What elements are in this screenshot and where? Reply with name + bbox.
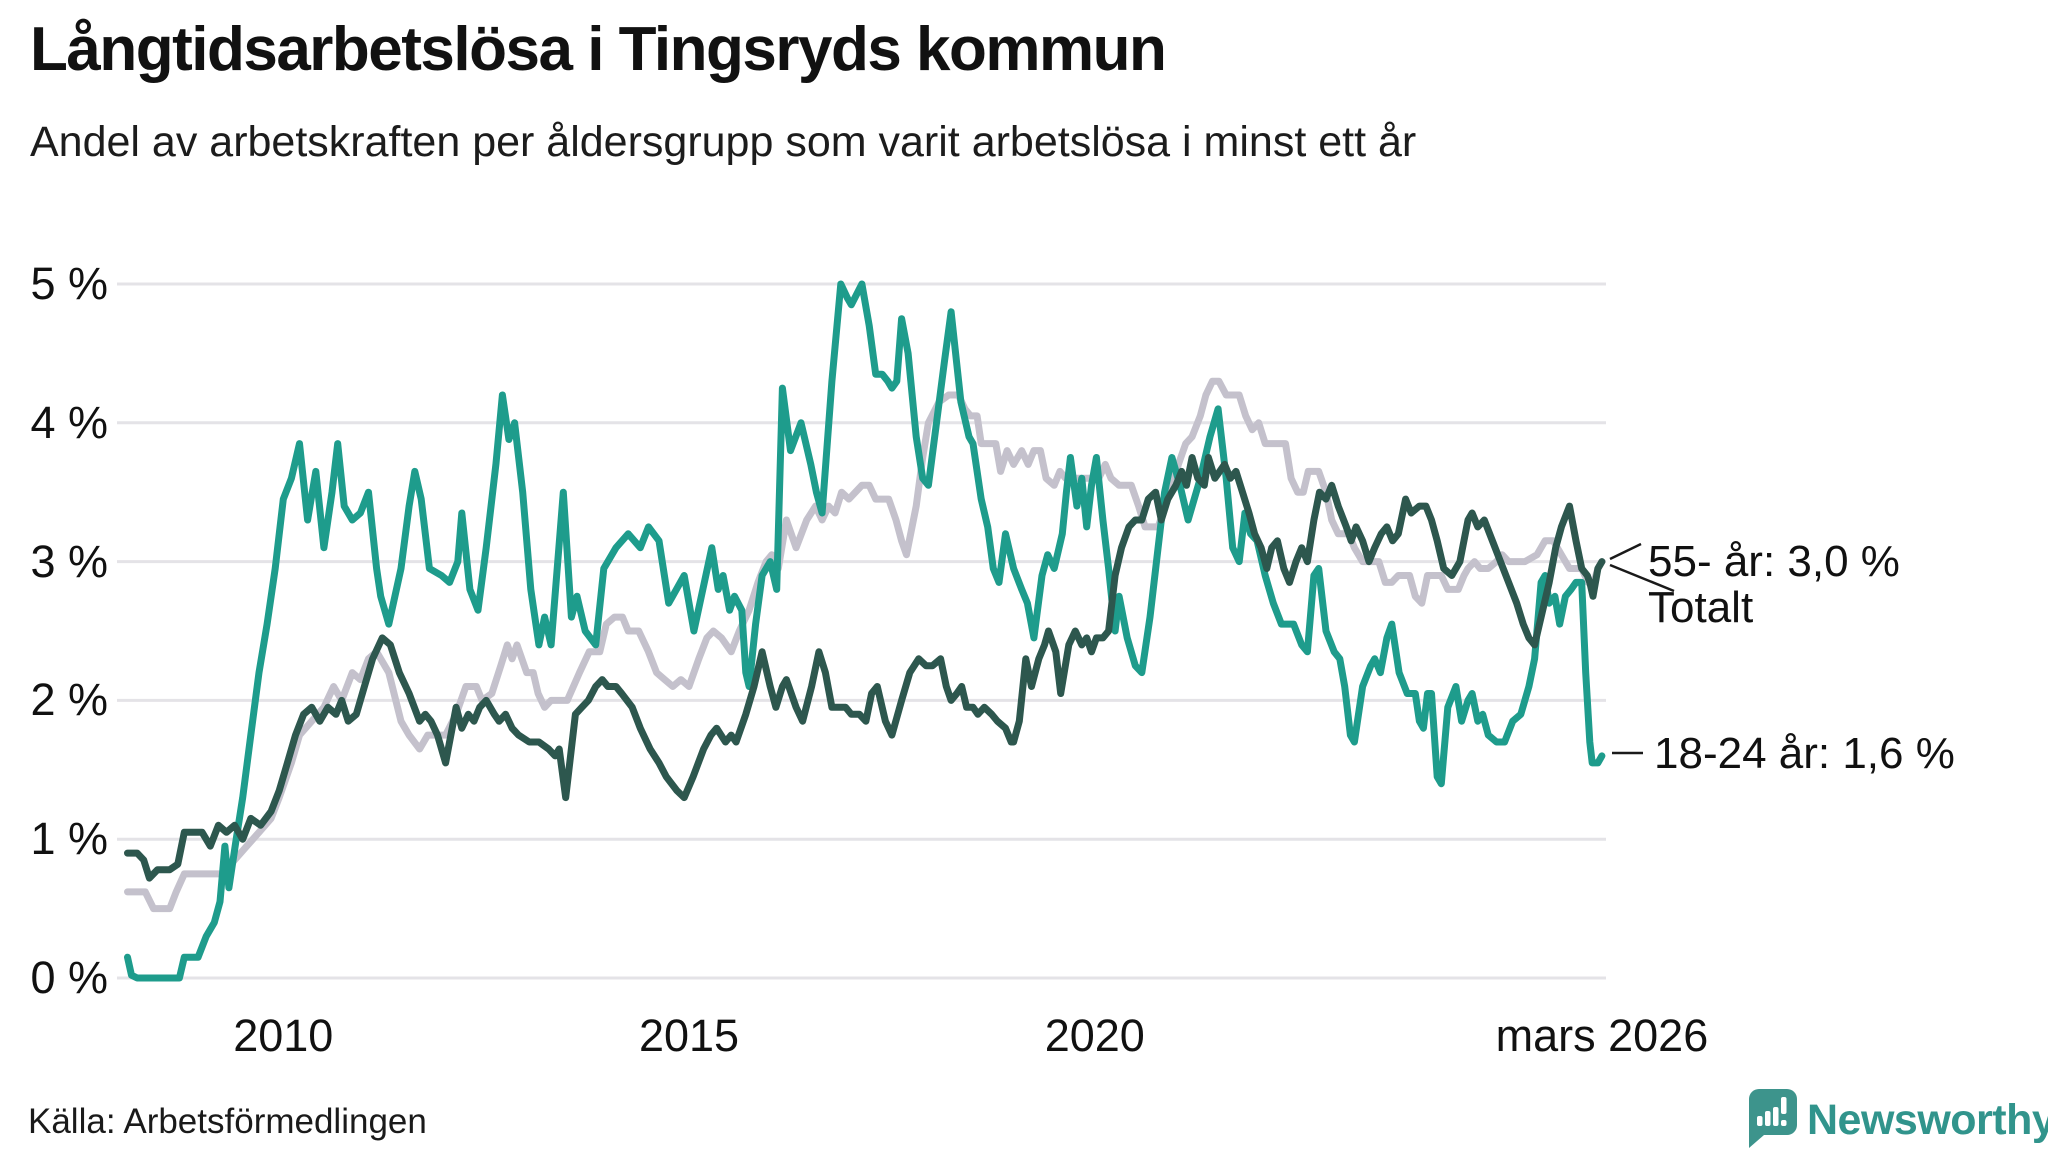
page-title: Långtidsarbetslösa i Tingsryds kommun bbox=[30, 15, 1167, 84]
newsworthy-logo-icon bbox=[1749, 1089, 1797, 1148]
y-axis-label: 1 % bbox=[30, 813, 108, 865]
series-line-55-r bbox=[124, 454, 1606, 882]
x-axis-label: 2010 bbox=[233, 1010, 334, 1061]
series-line-18-24-r bbox=[124, 280, 1606, 982]
x-axis-label: mars 2026 bbox=[1495, 1010, 1709, 1061]
x-axis-label: 2020 bbox=[1044, 1010, 1145, 1061]
y-axis-label: 5 % bbox=[30, 258, 108, 309]
gridlines bbox=[117, 282, 1606, 980]
annotation-18-24-ar: 18-24 år: 1,6 % bbox=[1654, 729, 1955, 778]
annotation-55-ar: 55- år: 3,0 % bbox=[1648, 537, 1900, 586]
connector-total-line bbox=[1609, 563, 1675, 593]
x-axis-label: 2015 bbox=[638, 1010, 740, 1061]
series-lines bbox=[124, 280, 1606, 982]
connector-55-line bbox=[1609, 542, 1642, 561]
annotation-connectors bbox=[1609, 542, 1675, 755]
newsworthy-wordmark: Newsworthy bbox=[1807, 1096, 2048, 1144]
bar-chart-glyph-icon bbox=[1757, 1097, 1787, 1126]
y-axis-label: 0 % bbox=[30, 952, 108, 1003]
annotation-totalt: Totalt bbox=[1648, 583, 1754, 632]
y-axis-label: 4 % bbox=[30, 396, 108, 448]
source-note: Källa: Arbetsförmedlingen bbox=[28, 1102, 427, 1141]
page-subtitle: Andel av arbetskraften per åldersgrupp s… bbox=[30, 118, 1417, 166]
y-axis-label: 3 % bbox=[30, 535, 108, 587]
y-axis-label: 2 % bbox=[30, 674, 108, 726]
series-line-totalt bbox=[124, 377, 1606, 913]
